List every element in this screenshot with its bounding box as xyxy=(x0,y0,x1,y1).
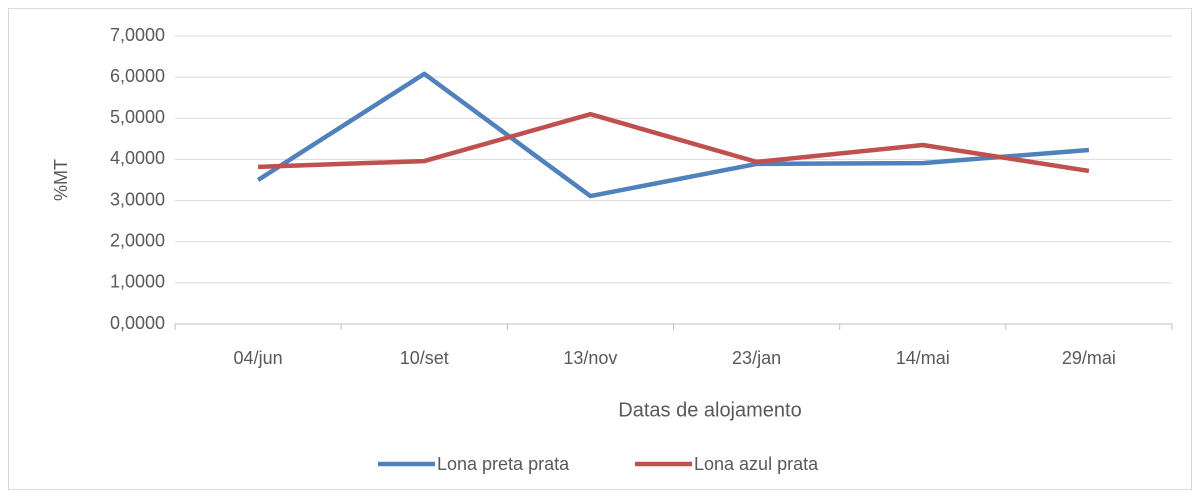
x-tick-label: 23/jan xyxy=(732,348,781,368)
series-line xyxy=(258,111,1090,174)
x-tick-label: 13/nov xyxy=(563,348,617,368)
y-tick-label: 1,0000 xyxy=(110,272,165,292)
x-tick-label: 14/mai xyxy=(896,348,950,368)
x-tick-label: 29/mai xyxy=(1062,348,1116,368)
legend-label: Lona azul prata xyxy=(694,454,819,474)
chart-frame xyxy=(8,8,1192,490)
y-axis-title: %MT xyxy=(51,159,71,201)
x-tick-label: 04/jun xyxy=(234,348,283,368)
x-axis-title: Datas de alojamento xyxy=(618,399,801,421)
y-tick-label: 3,0000 xyxy=(110,189,165,209)
legend-label: Lona preta prata xyxy=(437,454,570,474)
y-tick-label: 2,0000 xyxy=(110,230,165,250)
y-tick-label: 7,0000 xyxy=(110,25,165,45)
series-line xyxy=(256,71,1090,199)
x-tick-label: 10/set xyxy=(400,348,449,368)
y-tick-label: 4,0000 xyxy=(110,148,165,168)
y-tick-label: 5,0000 xyxy=(110,107,165,127)
y-tick-label: 6,0000 xyxy=(110,66,165,86)
y-tick-label: 0,0000 xyxy=(110,313,165,333)
